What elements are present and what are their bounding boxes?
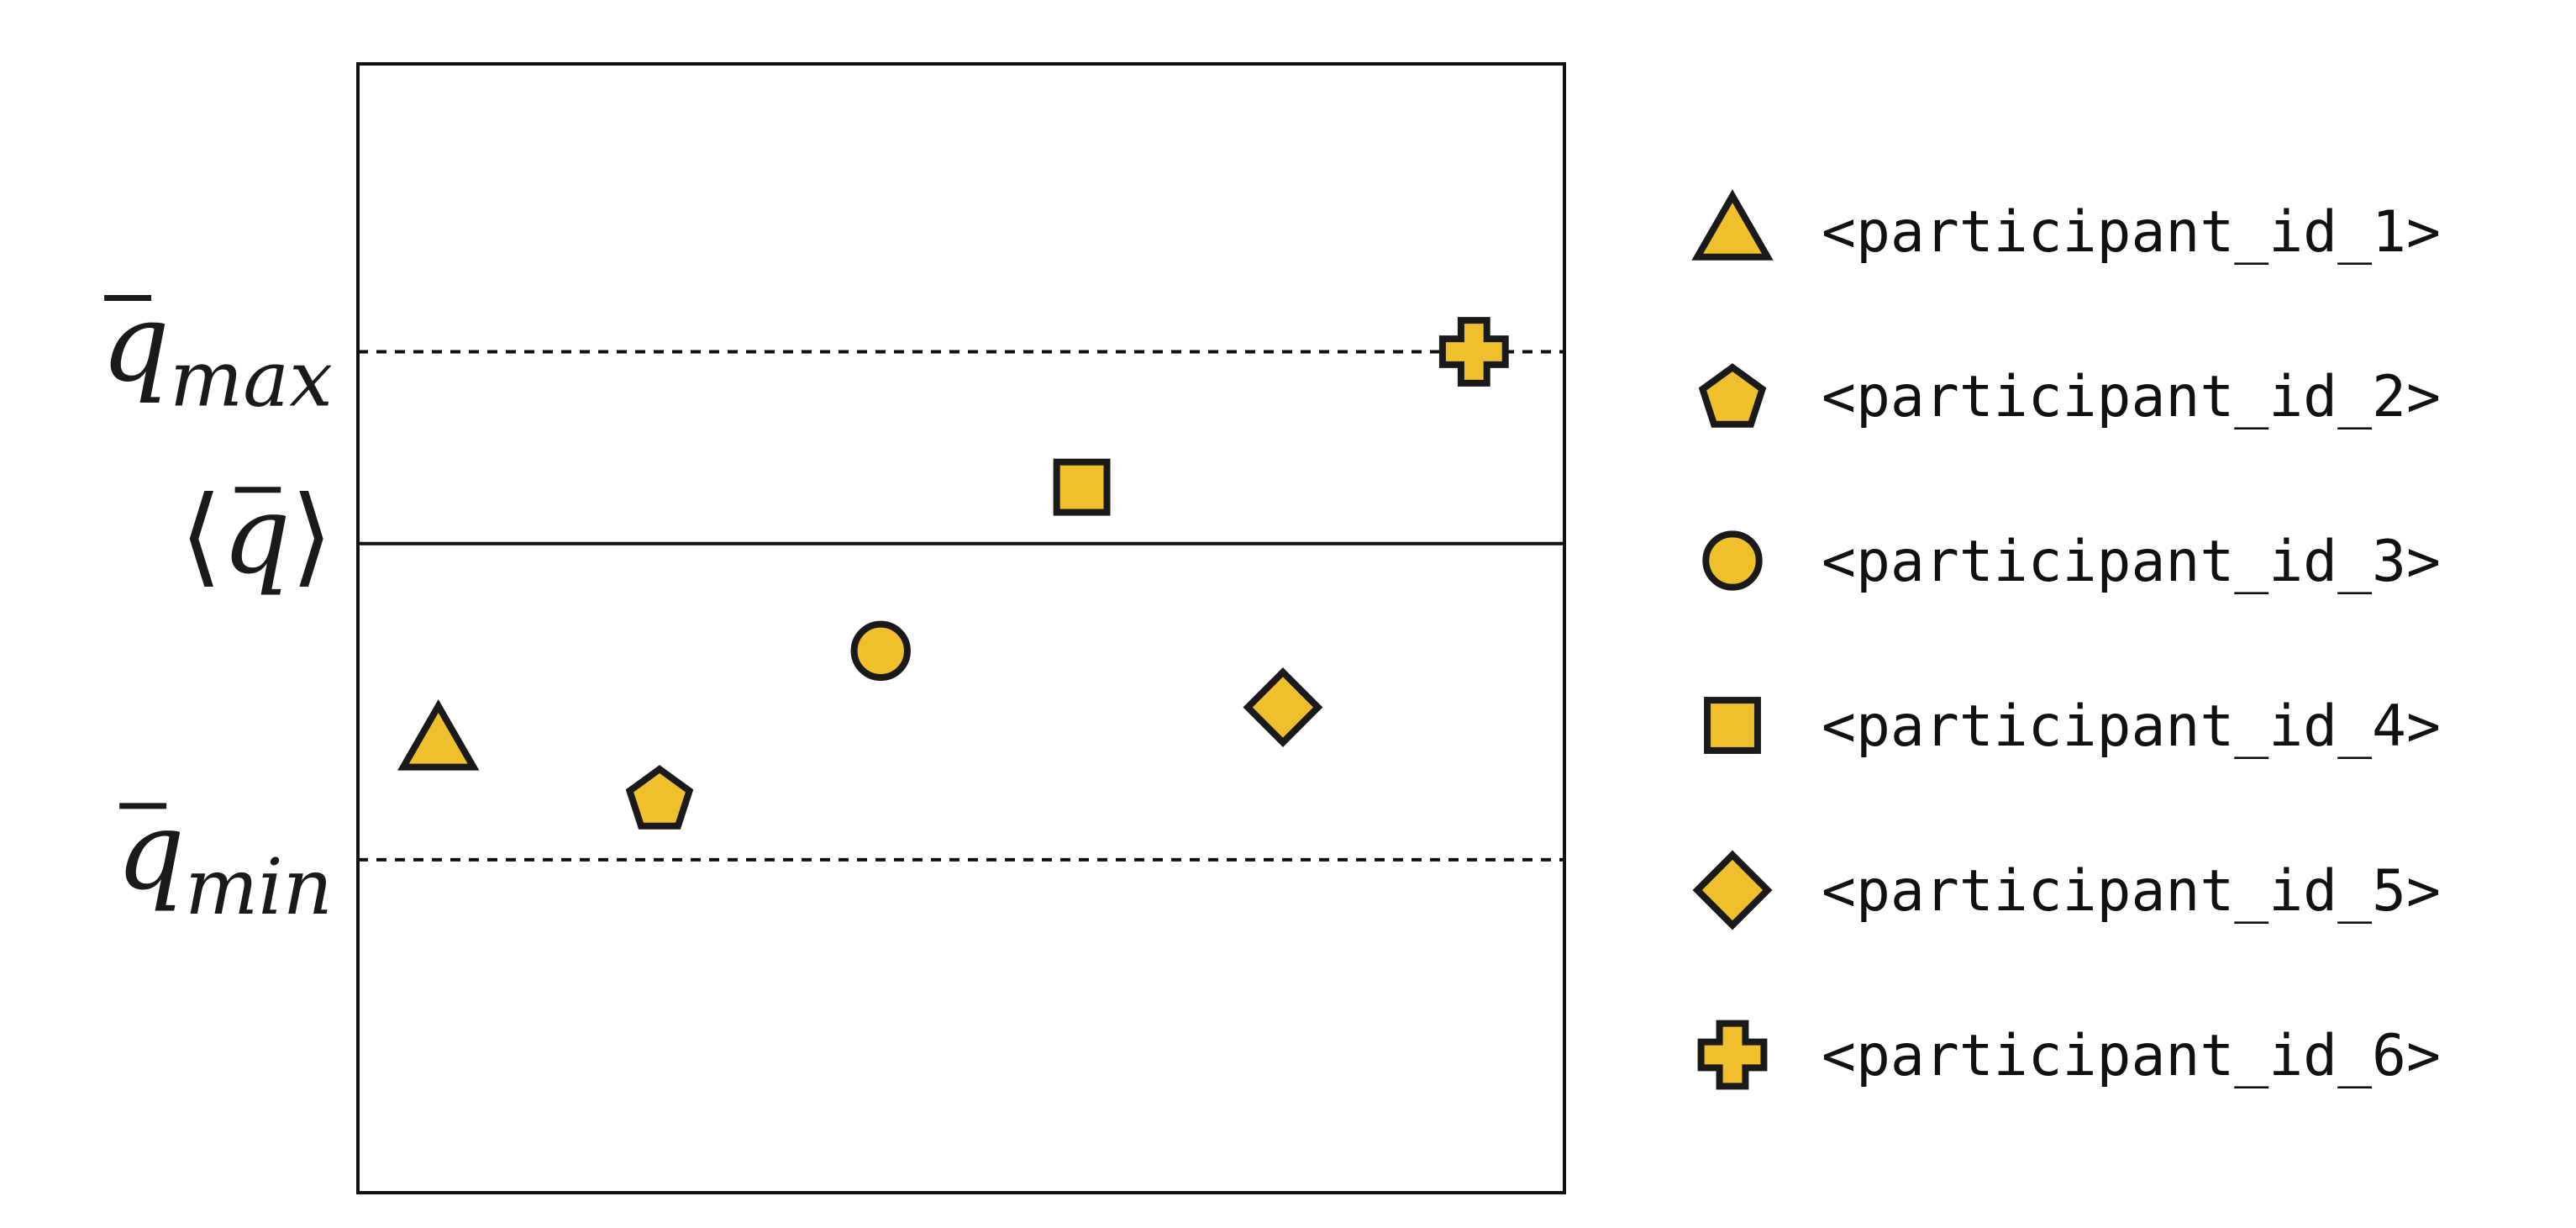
legend-marker-square	[1704, 697, 1761, 754]
data-point-pentagon-2	[625, 765, 694, 830]
legend-item-5: <participant_id_5>	[1692, 850, 2441, 930]
legend-item-3: <participant_id_3>	[1702, 529, 2441, 595]
reference-label-q_mean: ⟨q⟩	[180, 473, 333, 598]
legend-label: <participant_id_3>	[1822, 529, 2441, 595]
legend-marker-triangle	[1691, 189, 1774, 261]
svg-text:⟨q⟩: ⟨q⟩	[180, 473, 333, 598]
legend-item-1: <participant_id_1>	[1691, 189, 2441, 266]
legend-marker-circle	[1702, 530, 1763, 591]
reference-label-q_max: qmax	[101, 281, 333, 424]
plot-frame	[356, 62, 1566, 1194]
data-point-triangle-1	[397, 698, 480, 771]
legend-label: <participant_id_5>	[1822, 858, 2441, 925]
data-point-cross-6	[1438, 317, 1509, 387]
legend-label: <participant_id_6>	[1822, 1023, 2441, 1089]
legend-label: <participant_id_4>	[1822, 693, 2441, 760]
legend-marker-diamond	[1692, 850, 1773, 930]
data-point-square-4	[1053, 458, 1111, 516]
data-point-diamond-5	[1243, 667, 1323, 747]
legend-item-6: <participant_id_6>	[1697, 1020, 2441, 1090]
svg-text:qmax: qmax	[101, 281, 333, 424]
reference-line-labels: qmax ⟨q⟩ qmin	[101, 281, 333, 931]
reference-label-q_min: qmin	[116, 789, 333, 932]
legend-marker-pentagon	[1698, 363, 1767, 428]
legend-item-2: <participant_id_2>	[1698, 363, 2441, 430]
data-point-circle-3	[850, 620, 911, 682]
legend-label: <participant_id_2>	[1822, 364, 2441, 430]
legend-label: <participant_id_1>	[1822, 199, 2441, 266]
legend-marker-cross	[1697, 1020, 1768, 1090]
legend-item-4: <participant_id_4>	[1704, 693, 2441, 760]
reference-lines	[358, 350, 1564, 862]
svg-text:qmin: qmin	[116, 789, 333, 932]
legend: <participant_id_1> <participant_id_2> <par…	[1691, 189, 2441, 1090]
data-markers	[397, 317, 1509, 830]
